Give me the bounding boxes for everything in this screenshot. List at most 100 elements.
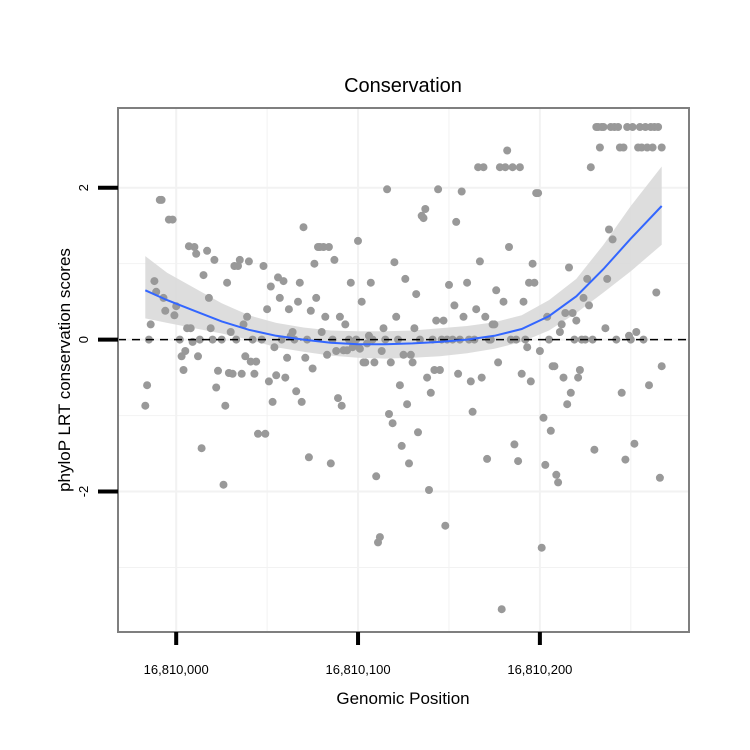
data-point [248, 335, 257, 344]
data-point [281, 373, 290, 382]
x-axis-label: Genomic Position [336, 689, 469, 708]
data-point [545, 335, 553, 344]
x-axis-tick-label: 16,810,200 [507, 662, 572, 677]
data-point [330, 255, 339, 264]
data-point [379, 324, 388, 333]
data-point [408, 358, 417, 367]
data-point [426, 388, 435, 397]
data-point [486, 335, 495, 344]
data-point [243, 312, 252, 321]
data-point [241, 352, 250, 361]
data-point [337, 401, 346, 410]
data-point [244, 257, 253, 266]
data-point [585, 301, 593, 310]
data-point [301, 353, 310, 362]
data-point [354, 236, 362, 245]
data-point [515, 163, 524, 172]
data-point [221, 401, 230, 410]
data-point [170, 311, 179, 320]
data-point [586, 163, 595, 172]
data-point [463, 278, 472, 287]
data-point [386, 358, 395, 367]
data-point [212, 383, 221, 392]
data-point [472, 305, 481, 314]
data-point [288, 328, 297, 336]
x-axis-tick-label: 16,810,100 [325, 662, 390, 677]
data-point [450, 301, 459, 310]
y-axis-ticks [98, 185, 118, 494]
data-point [517, 369, 526, 378]
data-point [179, 366, 188, 374]
data-point [141, 401, 150, 410]
data-point [499, 297, 508, 306]
data-point [194, 352, 202, 361]
data-point [588, 335, 597, 344]
data-point [203, 246, 212, 255]
data-point [563, 400, 572, 409]
data-point [168, 215, 177, 224]
data-point [539, 413, 548, 422]
data-point [614, 123, 623, 131]
data-point [421, 205, 430, 213]
data-point [632, 328, 641, 336]
data-point [279, 277, 288, 286]
data-point [565, 263, 573, 272]
data-point [361, 358, 370, 367]
data-point [268, 397, 277, 406]
data-point [321, 312, 330, 321]
data-point [312, 293, 321, 302]
data-point [395, 381, 404, 390]
data-point [375, 533, 384, 542]
data-point [657, 143, 666, 152]
data-point [317, 328, 326, 336]
data-point [555, 328, 564, 336]
data-point [150, 277, 159, 286]
data-point [648, 143, 657, 152]
data-point [595, 143, 604, 152]
data-point [197, 444, 206, 453]
data-point [657, 362, 666, 371]
data-point [405, 459, 413, 468]
data-point [294, 297, 302, 306]
data-point [599, 123, 608, 131]
data-point [414, 428, 422, 437]
data-point [535, 347, 544, 355]
data-point [568, 309, 577, 317]
data-point [250, 369, 259, 378]
data-point [304, 453, 313, 462]
data-point [346, 278, 355, 287]
data-point [310, 259, 319, 268]
panel-background [118, 108, 689, 632]
data-point [541, 460, 550, 469]
data-point [645, 381, 653, 390]
data-point [157, 195, 166, 204]
data-point [397, 441, 406, 450]
data-point [608, 235, 617, 244]
smooth-trend-line [144, 205, 663, 346]
data-point [226, 328, 235, 336]
data-point [190, 243, 199, 251]
data-point [192, 249, 201, 258]
data-point [392, 312, 401, 321]
data-point [377, 347, 386, 355]
data-point [341, 320, 350, 329]
data-point [432, 316, 441, 325]
data-point [612, 335, 621, 344]
data-point [252, 357, 261, 366]
data-point [605, 225, 613, 234]
data-point [223, 278, 232, 287]
data-point [161, 306, 170, 315]
data-point [510, 440, 519, 449]
data-point [270, 343, 279, 352]
data-point [481, 312, 490, 321]
data-point [186, 324, 195, 333]
data-point [550, 362, 559, 371]
data-point [617, 388, 626, 397]
data-point [228, 369, 237, 378]
data-point [530, 278, 539, 287]
data-point [654, 123, 663, 131]
data-points [141, 123, 666, 614]
data-point [619, 143, 628, 152]
data-point [628, 123, 637, 131]
